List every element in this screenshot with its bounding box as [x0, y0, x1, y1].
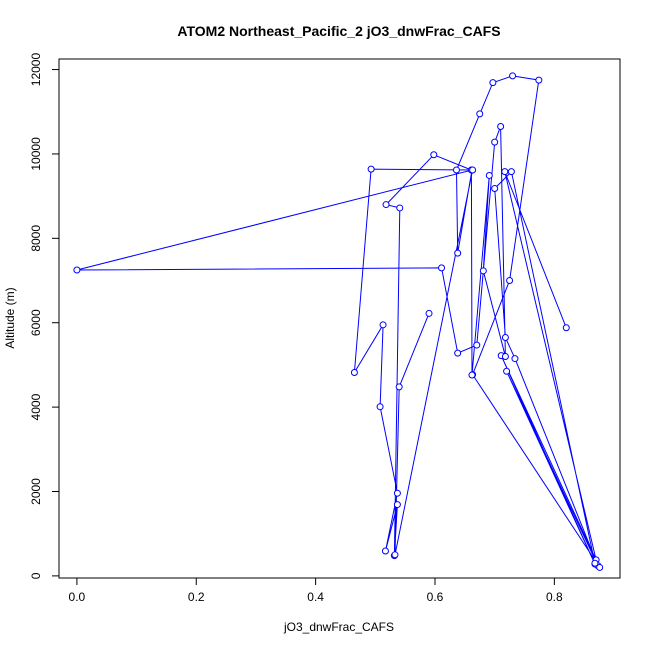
data-point	[485, 171, 493, 179]
data-point	[473, 341, 481, 349]
data-point	[591, 559, 599, 567]
data-point	[438, 264, 446, 272]
data-point	[393, 501, 401, 509]
data-point	[367, 165, 375, 173]
data-point	[73, 266, 81, 274]
data-point	[501, 333, 509, 341]
data-point	[479, 267, 487, 275]
y-tick-label: 10000	[29, 137, 43, 171]
y-tick-label: 12000	[29, 53, 43, 87]
series-line	[76, 75, 601, 568]
data-point	[379, 321, 387, 329]
data-point	[489, 79, 497, 87]
data-point	[491, 138, 499, 146]
x-tick-label: 0.6	[427, 590, 444, 604]
data-point	[469, 166, 477, 174]
x-axis: 0.0 0.2 0.4 0.6 0.8	[69, 577, 563, 604]
data-point	[425, 309, 433, 317]
x-axis-label: jO3_dnwFrac_CAFS	[283, 620, 394, 634]
data-point	[503, 367, 511, 375]
x-tick-label: 0.2	[188, 590, 205, 604]
series-points	[73, 72, 604, 571]
data-point	[509, 72, 517, 80]
data-point	[396, 204, 404, 212]
data-point	[430, 151, 438, 159]
data-point	[501, 352, 509, 360]
y-tick-label: 2000	[29, 478, 43, 505]
data-point	[350, 369, 358, 377]
data-point	[382, 201, 390, 209]
data-point	[376, 403, 384, 411]
y-tick-label: 4000	[29, 393, 43, 420]
data-point	[468, 371, 476, 379]
y-tick-label: 6000	[29, 309, 43, 336]
y-tick-label: 0	[29, 572, 43, 579]
data-point	[391, 551, 399, 559]
series-polyline	[76, 75, 601, 568]
x-tick-label: 0.0	[69, 590, 86, 604]
data-point	[476, 110, 484, 118]
x-tick-label: 0.4	[307, 590, 324, 604]
data-point	[491, 185, 499, 193]
data-point	[454, 249, 462, 257]
y-tick-label: 8000	[29, 225, 43, 252]
data-point	[452, 166, 460, 174]
data-point	[393, 489, 401, 497]
data-point	[506, 277, 514, 285]
data-point	[511, 355, 519, 363]
data-point	[395, 383, 403, 391]
y-axis-label: Altitude (m)	[3, 287, 17, 348]
data-point	[507, 168, 515, 176]
chart-title: ATOM2 Northeast_Pacific_2 jO3_dnwFrac_CA…	[177, 23, 500, 39]
data-point	[596, 563, 604, 571]
data-point	[497, 123, 505, 131]
y-axis: 0 2000 4000 6000 8000 10000 12000	[29, 53, 60, 579]
data-point	[381, 547, 389, 555]
x-tick-label: 0.8	[546, 590, 563, 604]
data-point	[501, 168, 509, 176]
data-point	[535, 76, 543, 84]
data-point	[562, 324, 570, 332]
data-point	[454, 349, 462, 357]
